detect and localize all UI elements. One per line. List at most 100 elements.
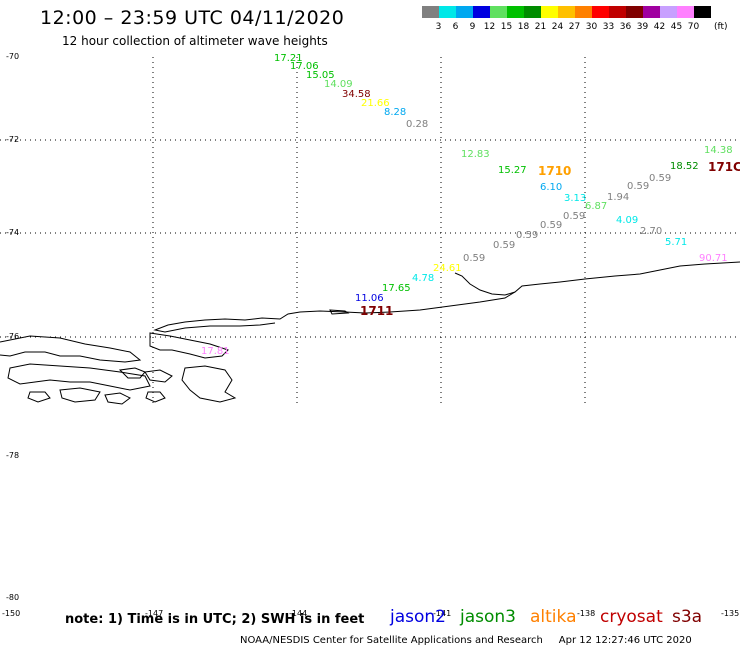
longitude-label: -135 [721, 609, 740, 618]
coastline [0, 261, 740, 405]
scale-unit: (ft) [714, 22, 728, 32]
scale-label: 30 [585, 22, 598, 32]
island-outline [329, 309, 350, 315]
wave-height-label: 17.06 [290, 61, 319, 72]
scale-label: 70 [687, 22, 700, 32]
scale-swatch [473, 6, 490, 18]
wave-height-label: 0.59 [563, 211, 586, 222]
island-outline [118, 367, 146, 379]
island-outline [104, 392, 131, 405]
wave-height-label: 24.61 [433, 263, 462, 274]
scale-label: 27 [568, 22, 581, 32]
scale-swatch [422, 6, 439, 18]
wave-height-label: 1.94 [607, 192, 630, 203]
island-outline [7, 363, 151, 391]
scale-swatch [694, 6, 711, 18]
wave-height-label: 0.59 [649, 173, 672, 184]
longitude-label: -144 [289, 609, 308, 618]
wave-height-label: 0.59 [627, 181, 650, 192]
wave-height-label: 14.09 [324, 79, 353, 90]
wave-height-label: 0.59 [516, 230, 539, 241]
wave-height-label: 8.28 [384, 107, 407, 118]
scale-label: 12 [483, 22, 496, 32]
legend-altika: altika [530, 607, 577, 627]
longitude-label: -138 [577, 609, 596, 618]
scale-swatch [541, 6, 558, 18]
latitude-label: -78 [6, 451, 20, 460]
longitude-label: -141 [433, 609, 452, 618]
latitude-label: -70 [6, 52, 20, 61]
wave-height-label: 6.10 [540, 182, 563, 193]
island-outline [145, 391, 166, 403]
scale-swatch [507, 6, 524, 18]
scale-swatch [524, 6, 541, 18]
wave-height-label: 14.38 [704, 145, 733, 156]
wave-height-label: 21.66 [361, 98, 390, 109]
scale-swatch [490, 6, 507, 18]
scale-label: 39 [636, 22, 649, 32]
wave-height-label: 17.65 [382, 283, 411, 294]
latitude-label: -80 [6, 593, 20, 602]
scale-label: 42 [653, 22, 666, 32]
timestamp: Apr 12 12:27:46 UTC 2020 [558, 635, 692, 646]
scale-label: 9 [469, 22, 476, 32]
scale-swatch [456, 6, 473, 18]
scale-label: 21 [534, 22, 547, 32]
wave-height-label: 34.58 [342, 89, 371, 100]
island-outline [181, 365, 237, 403]
scale-label: 3 [435, 22, 442, 32]
map-subtitle: 12 hour collection of altimeter wave hei… [62, 34, 328, 48]
scale-swatch [677, 6, 694, 18]
scale-label: 24 [551, 22, 564, 32]
longitude-label: -150 [2, 609, 21, 618]
legend-jason2: jason2 [390, 607, 446, 627]
scale-swatch [643, 6, 660, 18]
legend-cryosat: cryosat [600, 607, 663, 627]
graticule [0, 57, 740, 405]
wave-height-label: 0.59 [493, 240, 516, 251]
scale-swatch [439, 6, 456, 18]
wave-height-label: 12.83 [461, 149, 490, 160]
island-outline [27, 391, 51, 403]
scale-swatch [592, 6, 609, 18]
wave-height-label: 0.59 [540, 220, 563, 231]
latitude-label: -74 [6, 228, 20, 237]
wave-height-label: 2.70 [640, 226, 663, 237]
ice-shelf-edge [153, 291, 516, 333]
wave-height-label: 18.52 [670, 161, 699, 172]
wave-height-label: 5.71 [665, 237, 688, 248]
wave-height-label: 4.78 [412, 273, 435, 284]
scale-label: 36 [619, 22, 632, 32]
wave-height-label: 17.81 [201, 346, 230, 357]
scale-swatch [626, 6, 643, 18]
wave-height-label: 0.59 [463, 253, 486, 264]
scale-swatch [575, 6, 592, 18]
footer-note: note: 1) Time is in UTC; 2) SWH is in fe… [65, 612, 365, 627]
island-outline [0, 335, 142, 363]
wave-height-label: 4.09 [616, 215, 639, 226]
island-outline [144, 369, 173, 383]
wave-height-label: 6.87 [585, 201, 608, 212]
wave-height-label: 90.71 [699, 253, 728, 264]
ice-shelf-edge [454, 261, 740, 296]
map-title: 12:00 – 23:59 UTC 04/11/2020 [40, 7, 345, 29]
scale-label: 18 [517, 22, 530, 32]
credit-text: NOAA/NESDIS Center for Satellite Applica… [240, 635, 543, 646]
scale-label: 45 [670, 22, 683, 32]
wave-height-label: 17.21 [274, 53, 303, 64]
credit-line: NOAA/NESDIS Center for Satellite Applica… [240, 635, 692, 646]
scale-swatch [660, 6, 677, 18]
pass-time-label: 1711 [360, 304, 394, 318]
scale-label: 15 [500, 22, 513, 32]
scale-swatch [558, 6, 575, 18]
island-outline [149, 332, 229, 359]
wave-height-label: 15.05 [306, 70, 335, 81]
scale-label: 33 [602, 22, 615, 32]
scale-label: 6 [452, 22, 459, 32]
pass-time-label: 171C [708, 160, 740, 174]
wave-height-label: 0.28 [406, 119, 429, 130]
wave-height-label: 11.06 [355, 293, 384, 304]
legend-s3a: s3a [672, 607, 703, 627]
legend-jason3: jason3 [460, 607, 516, 627]
